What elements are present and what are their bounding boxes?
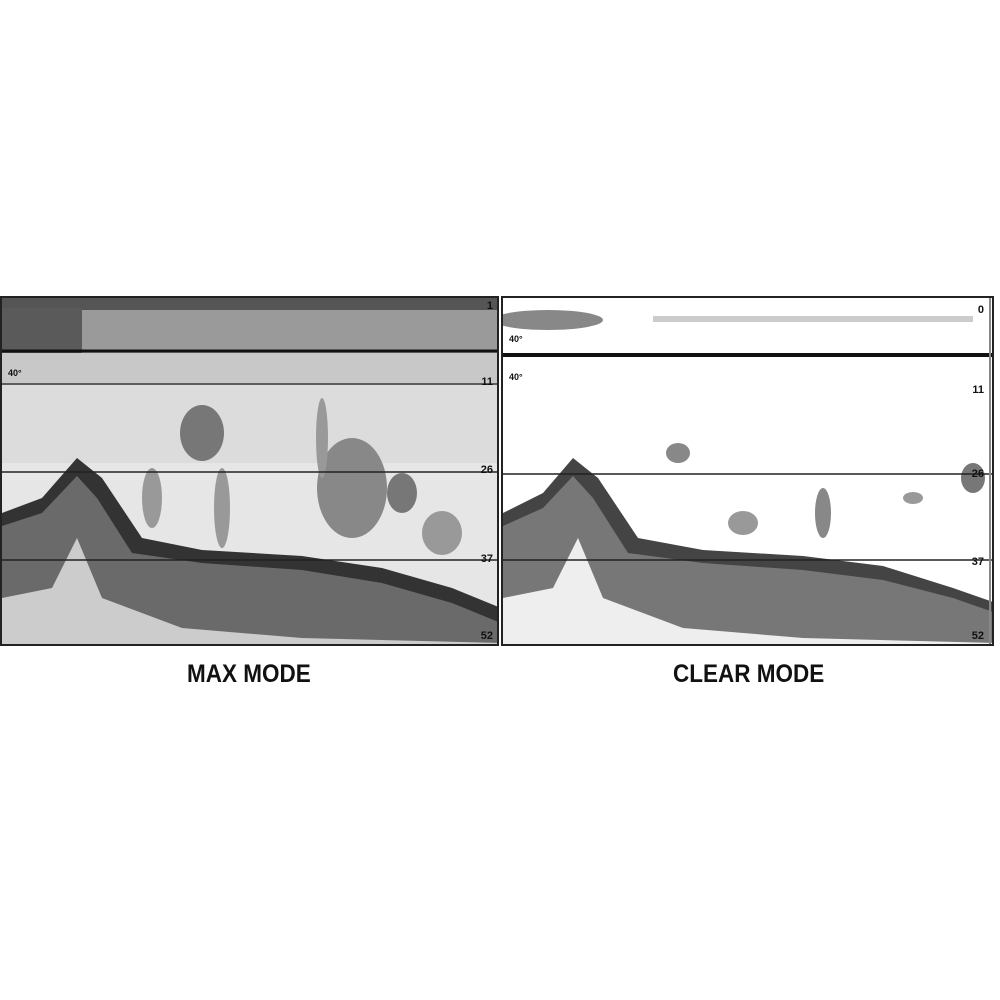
depth-label: 52: [971, 630, 984, 642]
sonar-panel-clear-mode: 40° 40° 0 11 26 37 52: [501, 296, 994, 646]
depth-label: 11: [481, 376, 493, 388]
sonar-panel-max-mode: 40° 1 11 26 37 52: [0, 296, 499, 646]
depth-label: 52: [480, 630, 493, 642]
depth-label: 26: [480, 464, 493, 476]
depth-label: 37: [480, 553, 493, 565]
beam-angle-label: 40°: [8, 368, 22, 378]
depth-label: 11: [972, 384, 984, 396]
depth-label: 26: [971, 468, 984, 480]
depth-label: 0: [977, 304, 984, 316]
caption-max-mode: MAX MODE: [187, 660, 311, 688]
beam-angle-label: 40°: [509, 334, 523, 344]
caption-clear-mode: CLEAR MODE: [673, 660, 825, 688]
depth-label: 37: [971, 556, 984, 568]
beam-angle-label: 40°: [509, 372, 523, 382]
sonar-echo-image: [503, 298, 992, 644]
sonar-echo-image: [2, 298, 497, 644]
depth-label: 1: [486, 300, 493, 312]
